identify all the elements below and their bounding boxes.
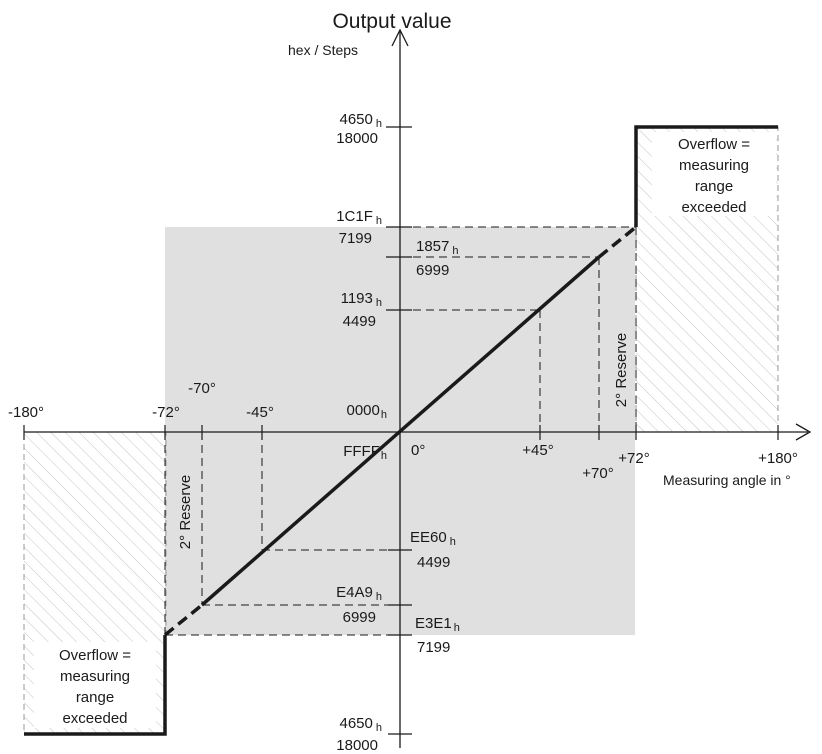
y-axis-unit: hex / Steps: [288, 42, 358, 58]
y-axis-arrowhead: [391, 28, 409, 47]
value-hex-zero: 0000h: [347, 402, 388, 421]
curve-overflow-top: [634, 125, 778, 227]
y-axis-title: Output value: [332, 10, 451, 33]
value-hex-top-45: 1193 h: [341, 290, 382, 309]
svg-text:Overflow =: Overflow =: [678, 136, 750, 153]
svg-text:Overflow =: Overflow =: [59, 647, 131, 664]
reserve-label-right: 2° Reserve: [613, 333, 630, 407]
value-dec-bot-45: 4499: [417, 554, 450, 571]
angle-label-neg70: -70°: [188, 380, 216, 397]
value-hex-top-range: 1C1F h: [336, 208, 382, 227]
value-dec-top-70: 6999: [416, 262, 449, 279]
value-hex-top-max: 4650 h: [340, 111, 383, 130]
origin-label: 0°: [411, 442, 425, 459]
svg-text:range: range: [695, 178, 733, 195]
curve-overflow-bottom: [24, 635, 167, 736]
svg-text:measuring: measuring: [679, 157, 749, 174]
angle-label-pos72: +72°: [618, 450, 649, 467]
y-axis-ticks: [386, 126, 412, 735]
svg-text:exceeded: exceeded: [681, 199, 746, 216]
svg-text:exceeded: exceeded: [62, 710, 127, 727]
characteristic-curve: [24, 125, 778, 736]
curve-reserve-dash-bottom: [163, 603, 204, 637]
value-hex-neg-one: FFFFh: [343, 443, 387, 462]
svg-text:measuring: measuring: [60, 668, 130, 685]
value-hex-bot-max: 4650 h: [340, 715, 383, 734]
value-dec-top-45: 4499: [343, 313, 376, 330]
angle-label-pos45: +45°: [522, 442, 553, 459]
reserve-label-left: 2° Reserve: [177, 475, 194, 549]
value-dec-bot-70: 6999: [343, 609, 376, 626]
curve-reserve-dash-top: [597, 225, 638, 259]
value-dec-top-max: 18000: [336, 130, 378, 147]
value-dec-bot-max: 18000: [336, 737, 378, 754]
x-axis-unit: Measuring angle in °: [663, 472, 791, 488]
svg-text:range: range: [76, 689, 114, 706]
value-hex-top-70: 1857 h: [416, 238, 459, 257]
value-hex-bot-70: E4A9 h: [336, 584, 382, 603]
x-axis-arrowhead: [795, 423, 812, 441]
curve-linear-segment: [200, 255, 601, 607]
x-axis-ticks: [23, 425, 779, 440]
angle-label-pos180: +180°: [758, 450, 798, 467]
angle-label-neg45: -45°: [246, 404, 274, 421]
value-dec-top-range: 7199: [339, 230, 372, 247]
angle-label-neg180: -180°: [8, 404, 44, 421]
value-hex-bot-45: EE60 h: [410, 529, 456, 548]
angle-label-pos70: +70°: [582, 465, 613, 482]
overflow-label-left: Overflow = measuring range exceeded: [34, 642, 156, 728]
angle-label-neg72: -72°: [152, 404, 180, 421]
guide-lines: [164, 226, 637, 636]
value-hex-bot-range: E3E1 h: [415, 615, 460, 634]
overflow-label-right: Overflow = measuring range exceeded: [652, 132, 776, 216]
value-dec-bot-range: 7199: [417, 639, 450, 656]
